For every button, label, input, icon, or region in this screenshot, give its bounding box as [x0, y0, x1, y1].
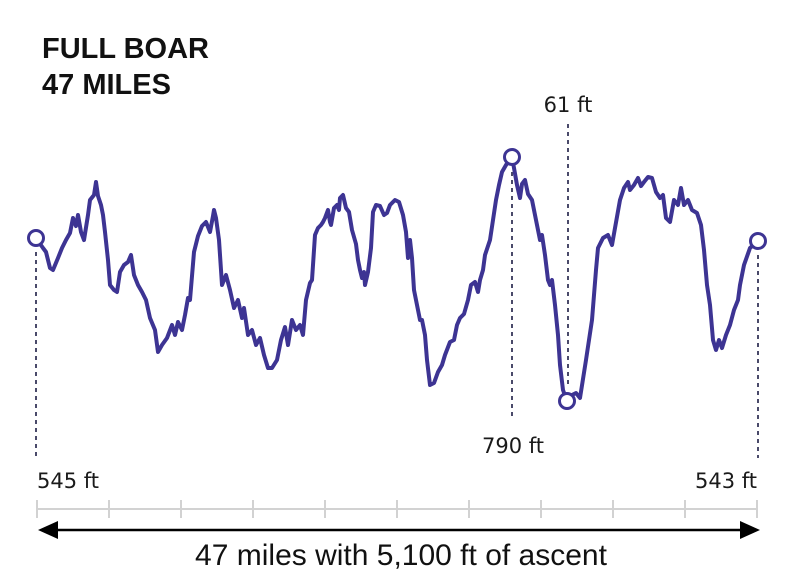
start-elevation-label: 545 ft [37, 469, 99, 493]
chart-caption: 47 miles with 5,100 ft of ascent [195, 539, 608, 572]
distance-arrow [38, 521, 760, 539]
chart-title-line-1: FULL BOAR [42, 33, 210, 65]
low-marker-circle-icon [558, 392, 576, 410]
elevation-markers [27, 148, 767, 410]
elevation-profile-line [34, 155, 760, 403]
arrow-right-icon [740, 521, 760, 539]
low-point-elevation-label: 61 ft [544, 93, 593, 117]
end-elevation-label: 543 ft [695, 469, 757, 493]
distance-axis [36, 500, 758, 518]
marker-guide-lines [35, 124, 759, 460]
high-marker-circle-icon [503, 148, 521, 166]
chart-title-line-2: 47 MILES [42, 69, 171, 101]
start-marker-circle-icon [27, 229, 45, 247]
arrow-left-icon [38, 521, 58, 539]
high-point-elevation-label: 790 ft [482, 434, 544, 458]
end-marker-circle-icon [749, 232, 767, 250]
